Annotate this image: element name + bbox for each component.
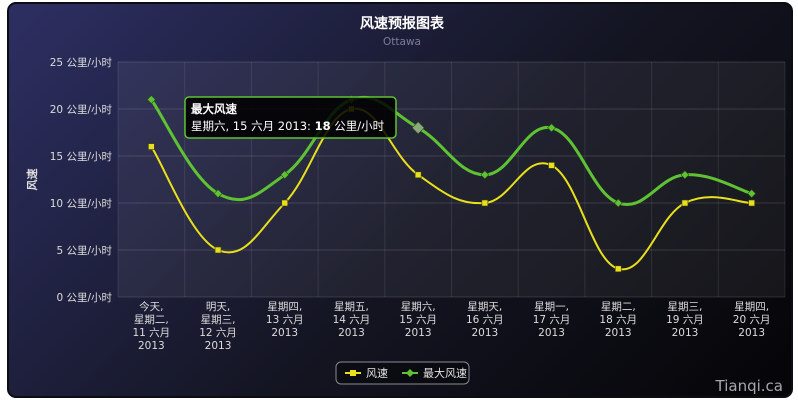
chart-subtitle: Ottawa: [383, 36, 421, 48]
legend-marker: [350, 370, 356, 376]
y-tick-label: 5 公里/小时: [56, 245, 112, 257]
data-point: [747, 189, 757, 199]
x-tick-label: 星期四, 20 六月 2013: [733, 301, 771, 339]
chart-frame: 0 公里/小时 5 公里/小时 10 公里/小时 15 公里/小时 20 公里/小时 25…: [7, 2, 793, 398]
x-tick-label: 星期五, 14 六月 2013: [333, 301, 371, 339]
y-tick-label: 15 公里/小时: [50, 151, 113, 163]
x-tick-label: 明天,星期三, 12 六月 2013: [199, 301, 237, 352]
data-point: [414, 171, 422, 179]
data-point: [280, 170, 290, 180]
data-point: [613, 198, 623, 208]
x-tick-label: 星期三, 19 六月 2013: [666, 301, 704, 339]
data-point: [748, 199, 755, 207]
legend: 风速 最大风速: [335, 361, 470, 385]
data-point: [481, 199, 489, 207]
data-point: [680, 170, 690, 180]
x-tick-label: 星期六, 15 六月 2013: [399, 301, 437, 339]
y-tick-label: 25 公里/小时: [50, 57, 113, 69]
data-point: [146, 95, 156, 105]
legend-label: 最大风速: [423, 366, 467, 380]
y-axis-title: 风速: [25, 169, 39, 191]
y-tick-label: 20 公里/小时: [50, 104, 113, 116]
data-point: [480, 170, 490, 180]
tooltip-box: [184, 96, 397, 139]
x-tick-label: 星期四, 13 六月 2013: [266, 301, 304, 339]
x-tick-label: 今天,星期二, 11 六月 2013: [132, 300, 170, 352]
chart-title: 风速预报图表: [360, 15, 445, 32]
x-tick-label: 星期天, 16 六月 2013: [466, 301, 504, 339]
data-point: [213, 189, 223, 199]
data-point: [281, 199, 289, 207]
wind-speed-chart: 0 公里/小时 5 公里/小时 10 公里/小时 15 公里/小时 20 公里/小时 25…: [25, 15, 786, 395]
data-point: [214, 246, 222, 254]
x-tick-label: 星期二, 18 六月 2013: [599, 301, 637, 339]
data-point: [547, 123, 556, 133]
y-tick-label: 0 公里/小时: [56, 292, 112, 304]
data-point: [411, 121, 425, 135]
x-tick-label: 星期一, 17 六月 2013: [533, 301, 571, 339]
data-point: [548, 162, 555, 169]
series-line-1: [150, 107, 752, 271]
credit-text: Tianqi.ca: [715, 377, 783, 395]
series-line-2: [150, 95, 753, 207]
y-tick-label: 10 公里/小时: [50, 198, 113, 210]
data-point: [614, 265, 622, 273]
legend-marker: [406, 369, 414, 377]
tooltip-body: 星期六, 15 六月 2013: 18 公里/小时: [191, 119, 385, 133]
data-point: [681, 199, 689, 207]
legend-label: 风速: [366, 367, 388, 380]
data-point: [148, 143, 155, 150]
tooltip-title: 最大风速: [191, 102, 237, 116]
